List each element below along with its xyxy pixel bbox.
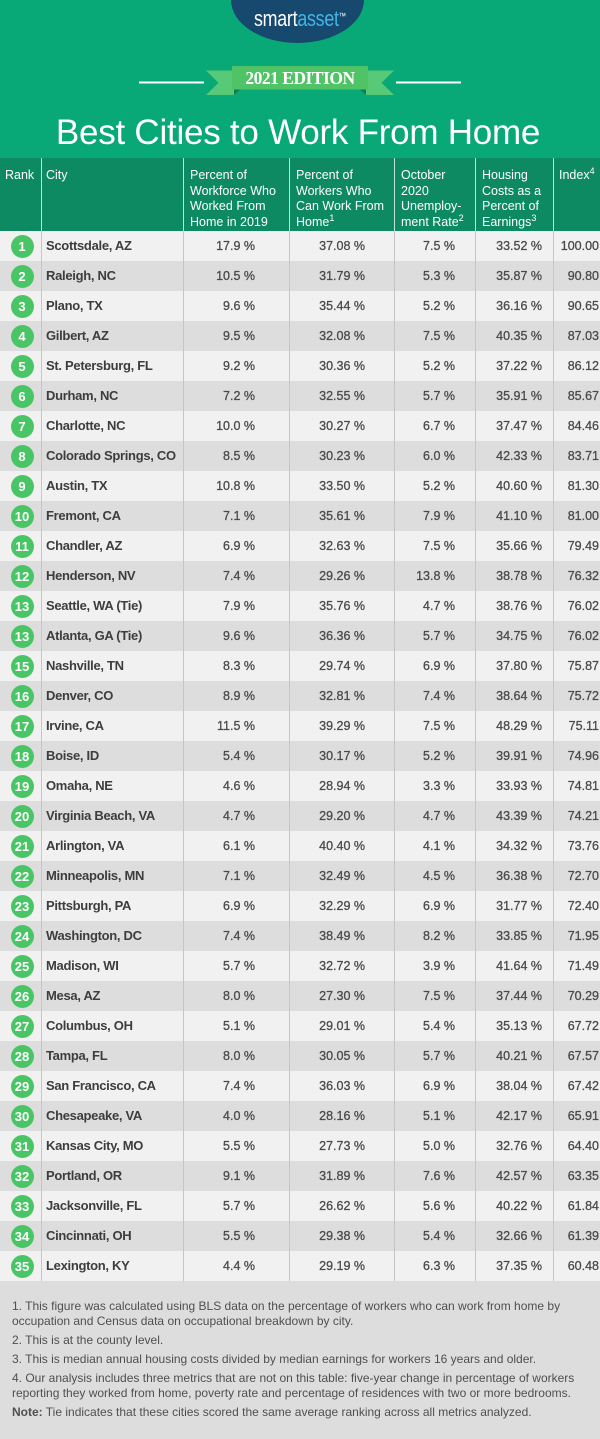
svg-text:2021 EDITION: 2021 EDITION: [245, 68, 355, 88]
